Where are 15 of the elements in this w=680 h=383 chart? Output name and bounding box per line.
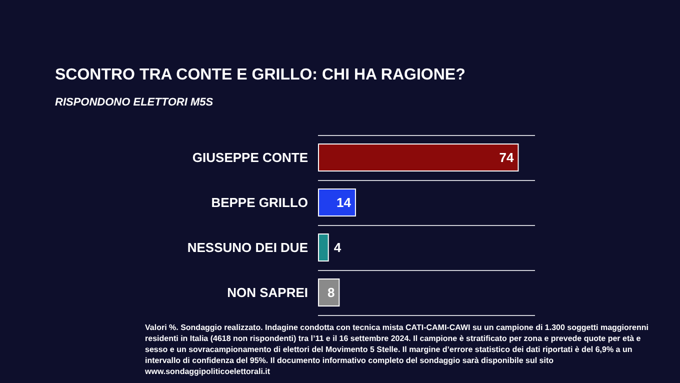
y-tick-label: BEPPE GRILLO	[211, 195, 308, 210]
data-label: 74	[499, 150, 514, 165]
chart-title: SCONTRO TRA CONTE E GRILLO: CHI HA RAGIONE?	[55, 66, 466, 84]
y-tick-label: GIUSEPPE CONTE	[192, 150, 308, 165]
y-tick-label: NESSUNO DEI DUE	[187, 240, 308, 255]
y-tick-label: NON SAPREI	[227, 285, 308, 300]
data-label: 4	[334, 240, 342, 255]
text: RISPONDONO ELETTORI M5S	[55, 96, 214, 108]
bar	[318, 278, 340, 306]
bar	[318, 144, 519, 172]
bar	[318, 188, 356, 216]
data-label: 8	[327, 285, 335, 300]
bar	[318, 234, 329, 262]
data-label: 14	[336, 195, 352, 210]
text: Valori %. Sondaggio realizzato. Indagine condotta con tecnica mista CATI-CAMI-CAWI su un campione di 1.300 soggetti maggiorenni residenti in Italia (4618 non rispondenti) tra l’11 e il 16 settembre 2024. Il campione è stratificato per zona e prevede quote per età e sesso e un sovracampionamento di elettori del Movimento 5 Stelle. Il margine d’errore statistico dei dati riportati è del 6,9% a un intervallo di confidenza del 95%. Il documento informativo completo del sondaggio sarà disponibile sul sito www.sondaggipoliticoelettorali.it	[144, 323, 651, 376]
